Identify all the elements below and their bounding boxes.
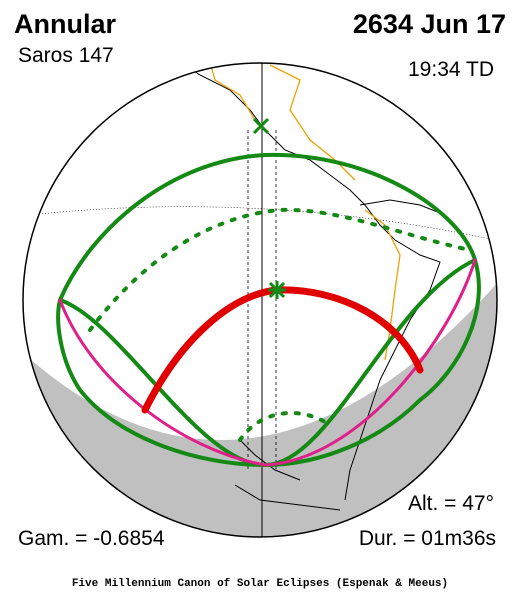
markers bbox=[252, 117, 286, 299]
globe-outline bbox=[22, 62, 498, 538]
globe bbox=[23, 63, 497, 537]
eclipse-type: Annular bbox=[14, 9, 116, 39]
gamma: Gam. = -0.6854 bbox=[18, 527, 165, 550]
duration: Dur. = 01m36s bbox=[359, 527, 496, 550]
date: 2634 Jun 17 bbox=[353, 9, 506, 39]
saros: Saros 147 bbox=[18, 44, 114, 67]
credit: Five Millennium Canon of Solar Eclipses … bbox=[72, 578, 448, 590]
eclipse-paths bbox=[56, 152, 481, 468]
altitude: Alt. = 47° bbox=[408, 492, 494, 515]
time: 19:34 TD bbox=[408, 58, 494, 81]
